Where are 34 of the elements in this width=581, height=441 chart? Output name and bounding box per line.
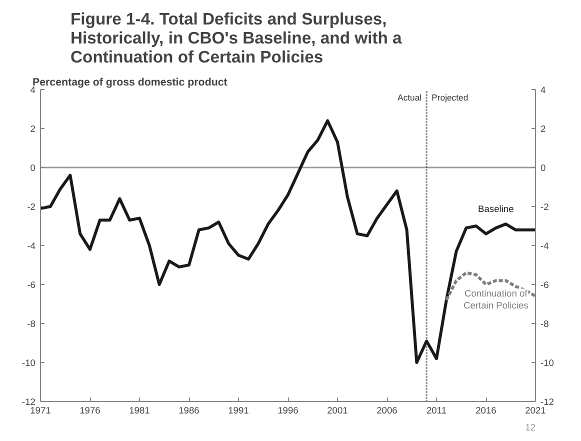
series-label: Baseline	[478, 204, 514, 214]
y-tick-label: -6	[27, 280, 36, 290]
y-tick-label: -12	[22, 397, 36, 407]
x-tick-label: 1996	[278, 406, 298, 416]
x-tick-label: 2001	[327, 406, 348, 416]
y-tick-label: -10	[22, 358, 36, 368]
x-tick-label: 2016	[476, 406, 496, 416]
y2-tick-label: -6	[540, 280, 549, 290]
y-tick-label: 0	[30, 163, 36, 173]
y2-tick-label: -8	[540, 319, 549, 329]
x-tick-label: 1976	[80, 406, 100, 416]
x-tick-label: 1971	[30, 406, 51, 416]
y2-tick-label: 2	[540, 124, 546, 134]
y2-tick-label: -2	[540, 202, 549, 212]
y2-tick-label: -4	[540, 241, 549, 251]
series-label: Continuation of Certain Policies	[463, 288, 529, 311]
x-tick-label: 2011	[426, 406, 447, 416]
y2-tick-label: -12	[540, 397, 554, 407]
annotation: Projected	[432, 92, 468, 102]
y2-tick-label: 4	[540, 85, 546, 95]
annotation: Actual	[398, 92, 422, 102]
y-tick-label: -2	[27, 202, 36, 212]
chart-title: Figure 1-4. Total Deficits and Surpluses, Historically, in CBO's Baseline, and with a Continuation of Certain Policies	[70, 10, 403, 66]
y2-tick-label: -10	[540, 358, 554, 368]
x-tick-label: 1986	[178, 406, 200, 416]
x-tick-label: 2006	[376, 406, 398, 416]
text: 12	[525, 422, 536, 432]
x-tick-label: 1991	[228, 406, 249, 416]
x-tick-label: 1981	[129, 406, 150, 416]
y2-tick-label: 0	[540, 163, 546, 173]
x-tick-label: 2021	[525, 406, 546, 416]
y-tick-label: 2	[30, 124, 36, 134]
y-tick-label: -4	[27, 241, 36, 251]
y-tick-label: -8	[27, 319, 36, 329]
